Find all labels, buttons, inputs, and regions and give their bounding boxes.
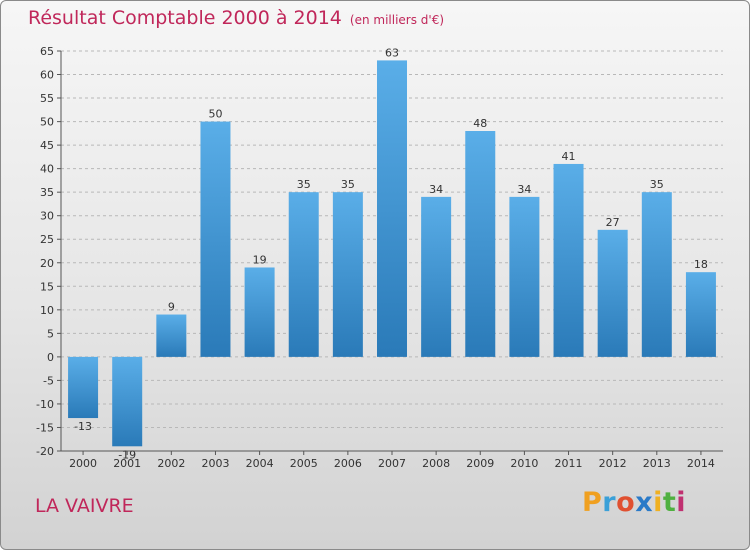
data-label-2010: 34 [517, 183, 531, 196]
x-tick-label: 2011 [555, 457, 583, 470]
logo-letter: o [616, 487, 636, 518]
data-label-2012: 27 [606, 216, 620, 229]
bar-2007 [377, 60, 407, 357]
data-label-2007: 63 [385, 46, 399, 59]
bar-2014 [685, 272, 716, 357]
y-tick-label: 50 [40, 116, 54, 129]
data-label-2002: 9 [168, 301, 175, 314]
logo-letter: i [653, 487, 663, 518]
data-label-2000: -13 [74, 420, 92, 433]
logo-letter: i [676, 487, 687, 518]
y-tick-label: 45 [40, 139, 54, 152]
y-tick-label: 15 [40, 280, 54, 293]
x-tick-label: 2008 [422, 457, 450, 470]
data-label-2006: 35 [341, 178, 355, 191]
bar-2005 [288, 192, 319, 357]
bar-2003 [200, 121, 231, 357]
chart-title: Résultat Comptable 2000 à 2014 (en millie… [28, 7, 445, 29]
bar-2004 [244, 267, 275, 357]
y-tick-label: 40 [40, 163, 54, 176]
x-tick-label: 2009 [466, 457, 494, 470]
x-tick-label: 2014 [687, 457, 715, 470]
x-tick-label: 2007 [378, 457, 406, 470]
x-tick-label: 2003 [201, 457, 229, 470]
x-tick-label: 2000 [69, 457, 97, 470]
y-tick-label: 30 [40, 210, 54, 223]
x-tick-label: 2002 [157, 457, 185, 470]
data-label-2013: 35 [650, 178, 664, 191]
bar-2010 [509, 196, 540, 357]
y-tick-label: 0 [47, 351, 54, 364]
x-tick-label: 2001 [113, 457, 141, 470]
y-tick-label: 60 [40, 69, 54, 82]
y-tick-label: -15 [36, 421, 54, 434]
bar-2000 [68, 356, 99, 419]
y-tick-label: -20 [36, 445, 54, 458]
x-tick-label: 2010 [510, 457, 538, 470]
logo-letter: r [602, 487, 617, 518]
y-tick-label: 20 [40, 257, 54, 270]
bar-2009 [465, 131, 496, 357]
bar-2002 [156, 314, 187, 357]
bar-2012 [597, 229, 628, 357]
x-tick-label: 2005 [290, 457, 318, 470]
proxiti-logo: Proxiti [582, 487, 686, 518]
y-tick-label: 65 [40, 45, 54, 58]
bar-2008 [421, 196, 452, 357]
y-tick-label: 55 [40, 92, 54, 105]
x-tick-label: 2006 [334, 457, 362, 470]
data-label-2011: 41 [562, 150, 576, 163]
y-tick-label: 5 [47, 327, 54, 340]
y-tick-label: 10 [40, 304, 54, 317]
data-label-2005: 35 [297, 178, 311, 191]
logo-letter: t [662, 487, 677, 518]
y-tick-label: -10 [36, 398, 54, 411]
bar-2006 [332, 192, 363, 357]
x-tick-label: 2004 [246, 457, 274, 470]
bar-2001 [112, 356, 143, 447]
logo-letter: P [582, 487, 603, 518]
data-label-2009: 48 [473, 117, 487, 130]
logo-letter: x [635, 487, 654, 518]
data-label-2008: 34 [429, 183, 443, 196]
commune-name: LA VAIVRE [35, 495, 134, 517]
data-label-2004: 19 [253, 253, 267, 266]
x-tick-label: 2012 [599, 457, 627, 470]
x-tick-label: 2013 [643, 457, 671, 470]
y-tick-label: 35 [40, 186, 54, 199]
data-label-2003: 50 [208, 108, 222, 121]
chart-subtitle: (en milliers d'€) [349, 13, 445, 27]
y-tick-label: -5 [43, 374, 54, 387]
data-label-2014: 18 [694, 258, 708, 271]
y-tick-label: 25 [40, 233, 54, 246]
bar-2013 [641, 192, 672, 357]
bar-2011 [553, 163, 584, 357]
